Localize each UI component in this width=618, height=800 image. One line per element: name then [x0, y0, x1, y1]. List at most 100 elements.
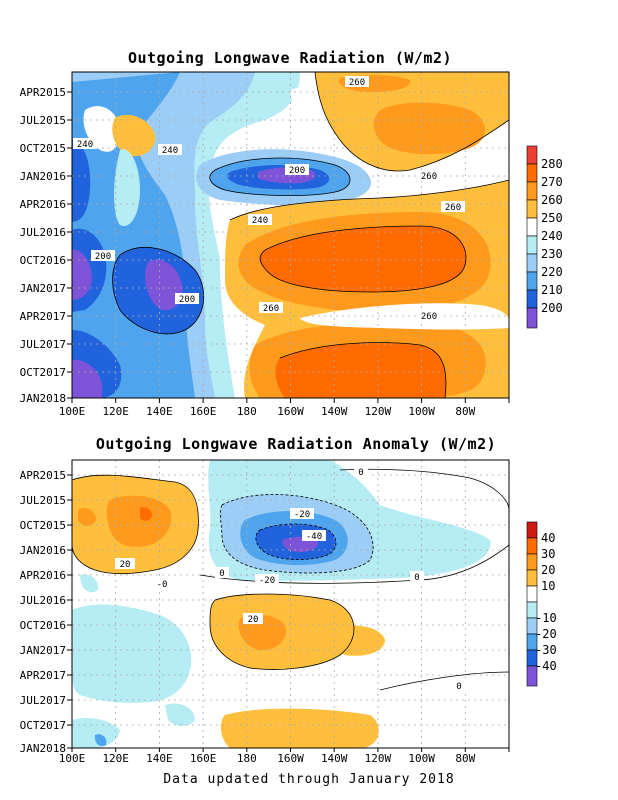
svg-text:-20: -20	[259, 576, 275, 586]
olr-colorbar-labels: 280 270 260 250 240 230 220 210 200	[541, 157, 563, 315]
figure: Outgoing Longwave Radiation (W/m2)	[20, 49, 563, 765]
x-tick-label: 160E	[190, 405, 217, 418]
svg-text:240: 240	[77, 140, 93, 150]
anomaly-tick-marks	[67, 474, 510, 752]
y-tick-label: JAN2018	[20, 742, 66, 755]
contour-label: 0	[215, 567, 229, 579]
svg-text:-0: -0	[157, 580, 168, 590]
y-tick-label: JUL2017	[20, 694, 66, 707]
x-tick-label: 140W	[321, 752, 348, 765]
data-update-note: Data updated through January 2018	[163, 772, 455, 787]
y-tick-label: JUL2017	[20, 338, 66, 351]
olr-contours	[112, 72, 509, 398]
anomaly-contours	[72, 468, 509, 691]
svg-text:0: 0	[456, 682, 461, 692]
svg-text:260: 260	[421, 312, 437, 322]
contour-label: 200	[175, 293, 199, 305]
y-tick-label: OCT2017	[20, 719, 66, 732]
contour-label: 240	[73, 138, 97, 150]
colorbar-swatch	[526, 253, 538, 273]
x-tick-label: 160W	[277, 752, 304, 765]
contour-label: 240	[158, 144, 182, 156]
olr-field	[72, 72, 509, 398]
olr-chart: Outgoing Longwave Radiation (W/m2)	[20, 49, 563, 418]
contour-label: -20	[255, 574, 279, 586]
x-tick-label: 160W	[277, 405, 304, 418]
svg-text:240: 240	[252, 216, 268, 226]
anomaly-grid	[72, 460, 509, 748]
contour-label: 0	[452, 680, 466, 692]
y-tick-label: APR2016	[20, 569, 66, 582]
chart-title-anomaly: Outgoing Longwave Radiation Anomaly (W/m…	[96, 435, 496, 453]
colorbar-swatch	[526, 569, 538, 587]
x-tick-label: 100W	[408, 752, 435, 765]
svg-text:200: 200	[179, 295, 195, 305]
svg-text:260: 260	[445, 203, 461, 213]
y-tick-label: JAN2016	[20, 170, 66, 183]
colorbar-swatch	[526, 145, 538, 165]
colorbar-swatch	[526, 521, 538, 539]
colorbar-label: 230	[541, 247, 563, 261]
y-tick-label: JAN2017	[20, 282, 66, 295]
olr-y-tick-labels: APR2015 JUL2015 OCT2015 JAN2016 APR2016 …	[20, 86, 66, 405]
contour-label: 260	[417, 310, 441, 322]
chart-title-olr: Outgoing Longwave Radiation (W/m2)	[128, 49, 452, 67]
colorbar-label: 40	[541, 531, 555, 545]
colorbar-label: 210	[541, 283, 563, 297]
colorbar-label: 200	[541, 301, 563, 315]
svg-text:0: 0	[219, 569, 224, 579]
olr-x-tick-labels: 100E 120E 140E 160E 180 160W 140W 120W 1…	[59, 405, 476, 418]
x-tick-label: 80W	[455, 752, 475, 765]
x-tick-label: 140E	[146, 752, 173, 765]
x-tick-label: 100E	[59, 752, 86, 765]
svg-text:0: 0	[414, 573, 419, 583]
colorbar-label: 30	[541, 547, 555, 561]
y-tick-label: OCT2016	[20, 619, 66, 632]
x-tick-label: 140W	[321, 405, 348, 418]
colorbar-swatch	[526, 537, 538, 555]
colorbar-swatch	[526, 307, 538, 329]
olr-grid	[72, 72, 509, 398]
colorbar-swatch	[526, 665, 538, 687]
colorbar-swatch	[526, 271, 538, 291]
svg-text:20: 20	[248, 615, 259, 625]
colorbar-swatch	[526, 235, 538, 255]
olr-high-western-patch	[112, 114, 156, 157]
x-tick-label: 120E	[102, 405, 129, 418]
y-tick-label: JAN2018	[20, 392, 66, 405]
x-tick-label: 100E	[59, 405, 86, 418]
contour-label: -0	[152, 578, 172, 590]
colorbar-swatch	[526, 163, 538, 183]
colorbar-swatch	[526, 585, 538, 603]
olr-region-dark-orange-2016	[260, 226, 466, 292]
contour-label: 0	[410, 571, 424, 583]
colorbar-label: 240	[541, 229, 563, 243]
contour-label: 260	[345, 76, 369, 88]
contour-label: 260	[417, 170, 441, 182]
contour-label: 260	[441, 201, 465, 213]
contour-label: 240	[248, 214, 272, 226]
olr-region-violet-a	[145, 259, 183, 311]
svg-text:260: 260	[421, 172, 437, 182]
contour-label: 260	[259, 302, 283, 314]
y-tick-label: JUL2015	[20, 114, 66, 127]
colorbar-label: -40	[535, 659, 557, 673]
svg-text:260: 260	[263, 304, 279, 314]
colorbar-label: 280	[541, 157, 563, 171]
x-tick-label: 180	[237, 752, 257, 765]
x-tick-label: 120W	[365, 752, 392, 765]
y-tick-label: OCT2015	[20, 142, 66, 155]
y-tick-label: JUL2016	[20, 594, 66, 607]
svg-text:240: 240	[162, 146, 178, 156]
colorbar-label: 220	[541, 265, 563, 279]
colorbar-label: -30	[535, 643, 557, 657]
y-tick-label: JAN2017	[20, 644, 66, 657]
anomaly-colorbar	[526, 521, 538, 687]
x-tick-label: 160E	[190, 752, 217, 765]
x-tick-label: 120W	[365, 405, 392, 418]
olr-anomaly-chart: Outgoing Longwave Radiation Anomaly (W/m…	[20, 435, 557, 765]
anomaly-colorbar-labels: 40 30 20 10 -10 -20 -30 -40	[535, 531, 557, 673]
colorbar-label: 260	[541, 193, 563, 207]
x-tick-label: 80W	[455, 405, 475, 418]
svg-text:20: 20	[120, 560, 131, 570]
